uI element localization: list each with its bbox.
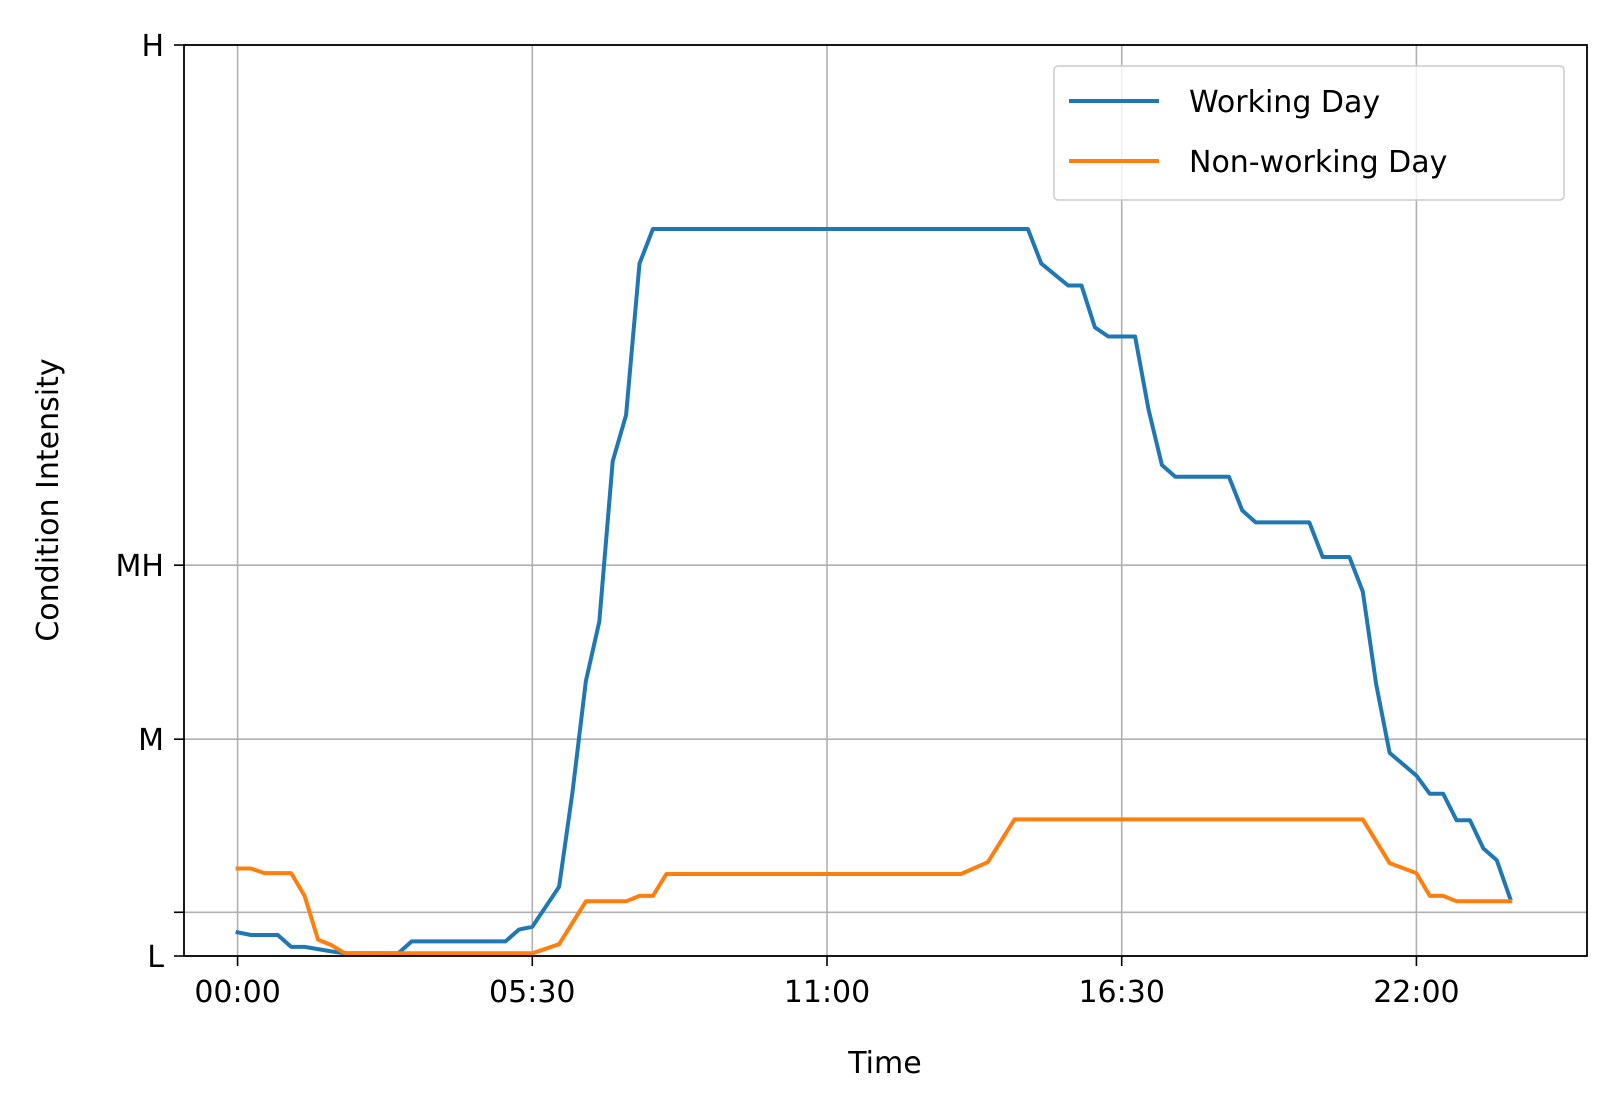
legend-label-working-day: Working Day xyxy=(1189,85,1380,120)
x-axis-label: Time xyxy=(847,1046,921,1081)
x-tick-label: 00:00 xyxy=(194,975,280,1010)
y-tick-label: L xyxy=(147,940,164,975)
legend-box xyxy=(1053,65,1565,201)
plot-frame xyxy=(183,44,1588,957)
x-tick-label: 11:00 xyxy=(784,975,870,1010)
x-tick-label: 05:30 xyxy=(489,975,575,1010)
series-line-working-day xyxy=(235,227,1513,956)
series-lines xyxy=(235,227,1513,956)
series-line-non-working-day xyxy=(235,817,1513,956)
y-axis-ticks: L M MH H xyxy=(116,29,184,975)
legend-label-non-working-day: Non-working Day xyxy=(1189,145,1447,180)
y-tick-label: MH xyxy=(116,549,164,584)
x-tick-label: 22:00 xyxy=(1373,975,1459,1010)
x-tick-label: 16:30 xyxy=(1078,975,1164,1010)
y-tick-label: H xyxy=(141,29,164,64)
y-axis-label: Condition Intensity xyxy=(31,358,66,641)
x-axis-ticks: 00:00 05:30 11:00 16:30 22:00 xyxy=(194,956,1460,1010)
legend: Working Day Non-working Day xyxy=(1053,65,1565,201)
y-tick-label: M xyxy=(138,723,164,758)
